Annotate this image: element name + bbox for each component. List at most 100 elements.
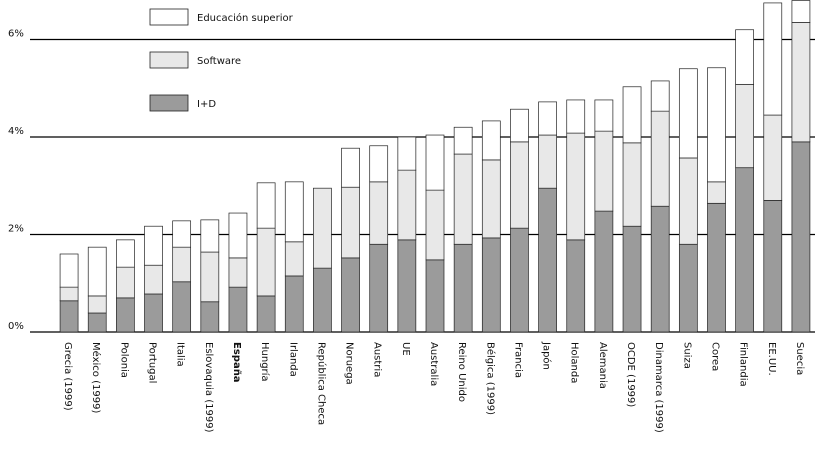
bar-segment — [341, 186, 360, 259]
legend-swatch — [149, 94, 189, 112]
bar-segment — [87, 246, 107, 297]
bar-segment — [453, 243, 473, 333]
legend-swatch — [149, 8, 189, 26]
bar-segment — [566, 132, 586, 241]
x-tick-label: Suecia — [794, 342, 805, 375]
bar-segment — [481, 159, 501, 239]
bar-segment — [566, 99, 586, 134]
x-tick-label: Dinamarca (1999) — [653, 342, 664, 433]
bar-segment — [116, 239, 135, 268]
bar-segment — [735, 29, 754, 85]
y-tick-label: 4% — [8, 126, 24, 137]
bar-segment — [200, 219, 220, 253]
x-tick-label: Corea — [709, 342, 720, 371]
bar-segment — [791, 22, 811, 143]
bar-segment — [678, 243, 698, 333]
bar-segment — [538, 101, 557, 136]
bar-segment — [59, 286, 79, 302]
x-tick-label: Hungría — [259, 342, 271, 382]
bar-segment — [622, 142, 642, 227]
bar-segment — [59, 300, 79, 333]
bar-segment — [87, 295, 107, 314]
x-tick-label: EE.UU. — [766, 342, 777, 376]
x-tick-label: Suiza — [681, 342, 692, 369]
x-tick-label: Italia — [175, 342, 186, 367]
bar-segment — [200, 251, 220, 303]
bar-segment — [650, 110, 670, 207]
bar-segment — [200, 301, 220, 333]
x-tick-label: OCDE (1999) — [625, 342, 636, 407]
x-tick-label: Eslovaquia (1999) — [203, 342, 214, 433]
legend-label: I+D — [197, 99, 216, 110]
bar-segment — [707, 181, 726, 204]
bar-segment — [425, 134, 445, 191]
legend-swatch — [149, 51, 189, 69]
y-tick-label: 6% — [8, 28, 24, 39]
legend-label: Software — [197, 56, 241, 67]
x-tick-label: Portugal — [147, 342, 158, 383]
bar-segment — [707, 67, 726, 183]
bar-segment — [594, 210, 614, 333]
bar-segment — [313, 267, 332, 333]
x-tick-label: Alemania — [597, 342, 608, 389]
bar-segment — [622, 225, 642, 333]
bar-segment — [397, 239, 417, 333]
bar-segment — [735, 83, 754, 169]
bar-segment — [397, 136, 417, 171]
bar-segment — [341, 147, 360, 188]
bar-segment — [763, 200, 783, 333]
x-tick-label: Reino Unido — [456, 342, 467, 402]
bar-segment — [116, 266, 135, 299]
bar-segment — [59, 253, 79, 288]
x-tick-label: Francia — [512, 342, 523, 378]
bar-segment — [369, 243, 389, 333]
y-tick-label: 2% — [8, 223, 24, 234]
bar-segment — [650, 205, 670, 333]
bar-segment — [341, 257, 360, 333]
x-tick-label: Finlandia — [738, 342, 749, 387]
x-tick-label: República Checa — [315, 342, 327, 425]
bar-segment — [678, 157, 698, 245]
y-tick-label: 0% — [8, 321, 24, 332]
x-tick-label: UE — [400, 342, 411, 356]
x-tick-label: Polonia — [118, 342, 129, 378]
x-tick-label: México (1999) — [90, 342, 102, 413]
bar-segment — [228, 286, 248, 333]
x-tick-label: Japón — [541, 341, 553, 370]
bar-segment — [481, 120, 501, 161]
bar-segment — [566, 239, 586, 333]
bar-segment — [256, 295, 276, 333]
x-tick-label: Noruega — [344, 342, 355, 385]
bar-segment — [228, 257, 248, 288]
x-tick-label: Holanda — [569, 342, 580, 383]
bar-segment — [397, 169, 417, 241]
bar-segment — [538, 134, 557, 189]
bar-segment — [538, 187, 557, 333]
x-tick-label: Bélgica (1999) — [484, 342, 496, 415]
bar-segment — [453, 153, 473, 245]
bar-segment — [313, 187, 332, 269]
bar-segment — [791, 0, 811, 23]
bar-segment — [172, 220, 192, 248]
bar-segment — [116, 297, 135, 333]
bar-segment — [594, 130, 614, 212]
x-tick-label: España — [231, 342, 242, 383]
x-tick-label: Australia — [428, 342, 439, 386]
bar-segment — [707, 202, 726, 333]
bar-segment — [369, 181, 389, 245]
bar-segment — [144, 264, 163, 295]
x-tick-label: Irlanda — [287, 342, 298, 377]
bar-segment — [510, 141, 529, 229]
bar-segment — [284, 275, 304, 333]
bar-segment — [256, 182, 276, 229]
bar-segment — [510, 108, 529, 143]
bar-segment — [791, 141, 811, 333]
bar-segment — [144, 293, 163, 333]
bar-segment — [594, 99, 614, 132]
bar-segment — [369, 145, 389, 183]
bar-segment — [172, 246, 192, 283]
bar-segment — [650, 80, 670, 112]
x-tick-label: Grecia (1999) — [62, 342, 73, 411]
bar-segment — [510, 227, 529, 333]
